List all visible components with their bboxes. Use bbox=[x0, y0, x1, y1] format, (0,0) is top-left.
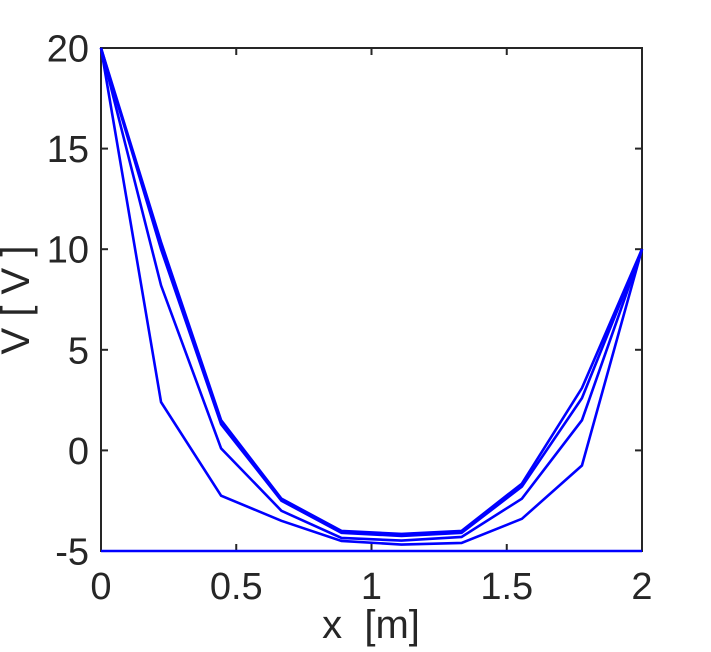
tick-marks bbox=[100, 47, 643, 552]
x-tick-label: 1 bbox=[361, 566, 382, 608]
y-tick-labels: -5 0 5 10 15 20 bbox=[47, 29, 89, 574]
series-lines bbox=[99, 47, 644, 553]
x-tick-label: 0 bbox=[90, 566, 111, 608]
y-tick-label: 5 bbox=[68, 330, 89, 372]
y-tick-label: -5 bbox=[55, 532, 89, 574]
series-line-iteration-1 bbox=[99, 47, 644, 546]
series-line-iteration-4 bbox=[99, 47, 644, 536]
y-tick-label: 20 bbox=[47, 29, 89, 71]
y-tick-label: 15 bbox=[47, 129, 89, 171]
x-tick-labels: 0 0.5 1 1.5 2 bbox=[90, 566, 652, 608]
y-tick-label: 10 bbox=[47, 230, 89, 272]
axes bbox=[100, 47, 643, 552]
x-axis-label: x [m] bbox=[322, 603, 420, 647]
x-tick-label: 2 bbox=[631, 566, 652, 608]
series-line-iteration-2 bbox=[99, 47, 644, 542]
y-axis-label: V [ V ] bbox=[0, 246, 38, 355]
y-tick-label: 0 bbox=[68, 431, 89, 473]
plot-box bbox=[100, 47, 643, 552]
x-tick-label: 1.5 bbox=[480, 566, 533, 608]
series-line-iteration-3 bbox=[99, 47, 644, 538]
x-tick-label: 0.5 bbox=[210, 566, 263, 608]
